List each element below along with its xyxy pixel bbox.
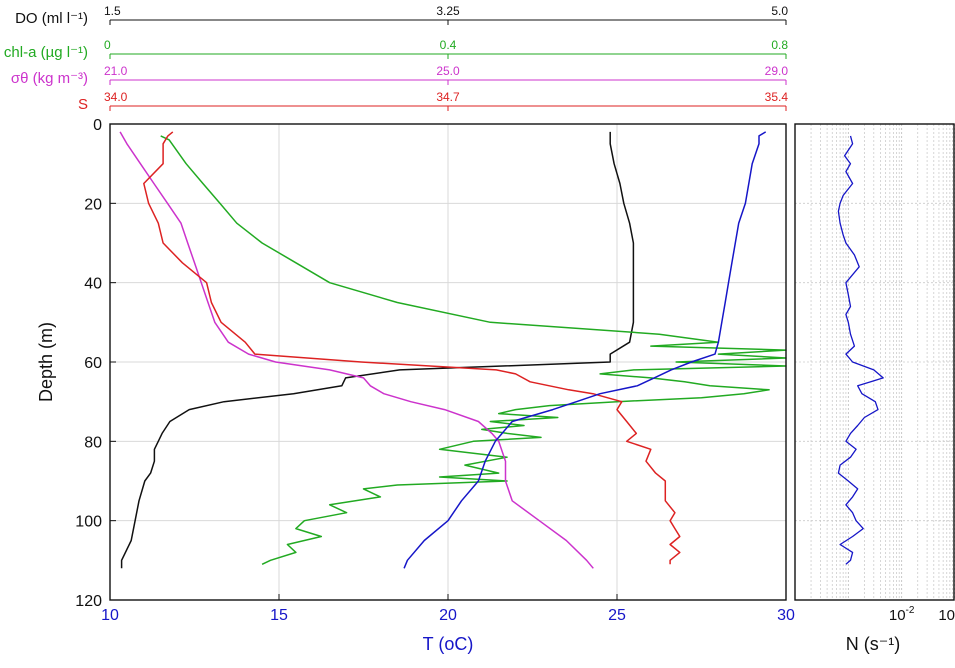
n-x-tick-base: 10 <box>889 607 906 624</box>
x-tick-label: 15 <box>270 607 288 624</box>
top-axis-tick-label-do: 1.5 <box>104 4 121 18</box>
x-axis-label: T (oC) <box>423 634 474 654</box>
top-axis-tick-label-sal: 35.4 <box>765 90 789 104</box>
top-axis-tick-label-sigma: 29.0 <box>765 64 789 78</box>
x-tick-label: 20 <box>439 607 457 624</box>
top-axis-tick-label-sigma: 21.0 <box>104 64 128 78</box>
x-tick-label: 10 <box>101 607 119 624</box>
n-x-tick-base: 10 <box>938 607 955 624</box>
top-axis-tick-label-do: 3.25 <box>436 4 460 18</box>
x-tick-label: 25 <box>608 607 626 624</box>
n-plot-frame <box>794 123 955 601</box>
top-axis-label-sal: S <box>78 96 88 113</box>
y-tick-label: 60 <box>84 355 102 372</box>
n-x-tick-label: 10-2 <box>889 605 915 624</box>
top-axis-label-do: DO (ml l⁻¹) <box>15 10 88 27</box>
n-axis-label: N (s⁻¹) <box>846 634 900 654</box>
n-x-tick-exponent: -2 <box>906 605 915 616</box>
y-tick-label: 0 <box>93 117 102 134</box>
top-axis-tick-label-sal: 34.7 <box>436 90 460 104</box>
top-axis-tick-label-chl: 0.4 <box>440 38 457 52</box>
y-tick-label: 20 <box>84 196 102 213</box>
top-axis-tick-label-sigma: 25.0 <box>436 64 460 78</box>
top-axis-tick-label-sal: 34.0 <box>104 90 128 104</box>
series-line-sal <box>143 131 681 565</box>
y-tick-label: 100 <box>75 514 102 531</box>
y-tick-label: 40 <box>84 276 102 293</box>
y-tick-label: 80 <box>84 434 102 451</box>
n-series-line <box>837 135 884 565</box>
series-line-primary <box>403 131 767 569</box>
series-line-do <box>120 131 635 569</box>
series-line-chl <box>160 135 787 565</box>
series-line-sigma <box>119 131 594 569</box>
top-axis-tick-label-do: 5.0 <box>771 4 788 18</box>
top-axis-label-chl: chl-a (µg l⁻¹) <box>4 44 88 61</box>
y-tick-label: 120 <box>75 593 102 610</box>
top-axis-tick-label-chl: 0 <box>104 38 111 52</box>
n-x-tick-label: 10 <box>938 607 955 624</box>
y-axis-label: Depth (m) <box>36 322 56 402</box>
x-tick-label: 30 <box>777 607 795 624</box>
top-axis-tick-label-chl: 0.8 <box>771 38 788 52</box>
top-axis-label-sigma: σθ (kg m⁻³) <box>11 70 88 87</box>
